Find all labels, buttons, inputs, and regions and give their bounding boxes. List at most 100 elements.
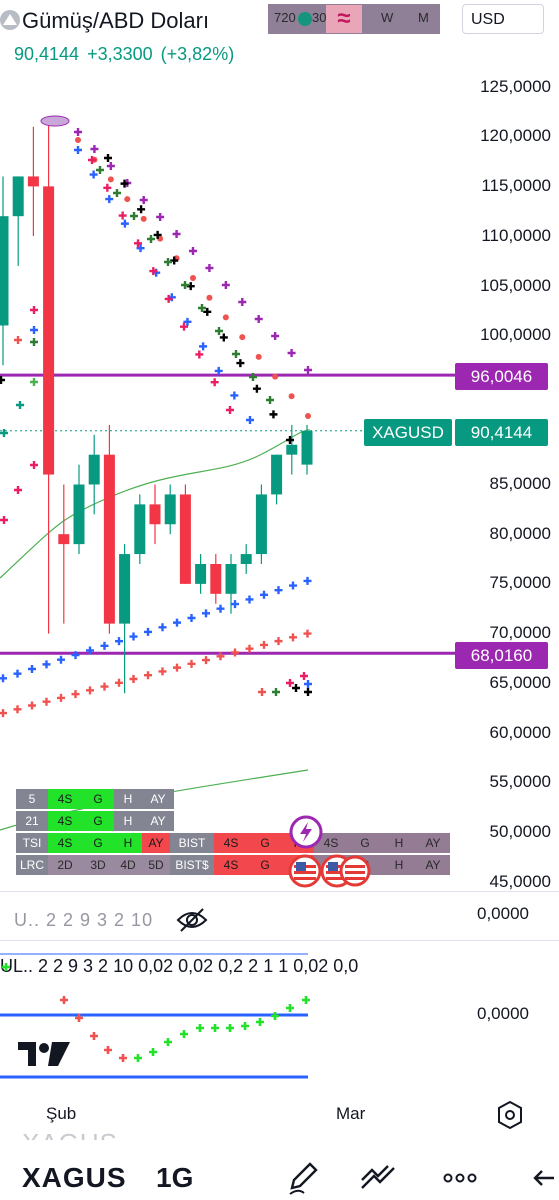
candle-body bbox=[103, 454, 115, 624]
support-marker bbox=[260, 640, 268, 649]
signal-dot bbox=[140, 215, 147, 222]
support-marker bbox=[231, 648, 239, 657]
trailing-stop-marker bbox=[195, 350, 204, 359]
silver-logo-icon bbox=[0, 10, 20, 30]
tf-week[interactable]: W bbox=[381, 10, 394, 25]
ticker-symbol[interactable]: XAGUS bbox=[22, 1162, 127, 1193]
trailing-stop-marker bbox=[210, 378, 219, 387]
settings-icon[interactable] bbox=[496, 1100, 524, 1130]
signal-table-cell: BIST$ bbox=[170, 855, 214, 875]
signal-table-cell: AY bbox=[142, 789, 174, 809]
axis-tick-label: 125,0000 bbox=[480, 77, 551, 96]
support-marker bbox=[173, 618, 181, 627]
signal-table-cell: H bbox=[114, 833, 142, 853]
tf-720[interactable]: 720 bbox=[274, 10, 296, 25]
support-marker bbox=[28, 701, 36, 710]
signal-table-cell: AY bbox=[142, 833, 170, 853]
trend-lines-icon[interactable] bbox=[358, 1160, 398, 1196]
support-marker bbox=[13, 669, 22, 678]
currency-button[interactable]: USD bbox=[462, 4, 544, 34]
trailing-stop-marker bbox=[236, 359, 245, 368]
signal-dot bbox=[239, 334, 246, 341]
tf-30[interactable]: 30 bbox=[312, 10, 327, 25]
trailing-stop-marker bbox=[137, 205, 146, 214]
trailing-stop-marker bbox=[230, 391, 239, 400]
support-marker bbox=[231, 600, 239, 609]
signal-dot bbox=[222, 314, 229, 321]
axis-tick-label: 80,0000 bbox=[489, 524, 551, 543]
support-marker bbox=[158, 667, 167, 676]
support-marker bbox=[13, 705, 22, 714]
trailing-stop-marker bbox=[254, 315, 263, 323]
signal-table-cell: AY bbox=[416, 833, 450, 853]
support-marker bbox=[260, 590, 268, 599]
signal-marker bbox=[30, 378, 38, 386]
trailing-stop-marker bbox=[139, 196, 148, 204]
more-icon[interactable] bbox=[440, 1160, 480, 1196]
signal-table-cell: G bbox=[348, 833, 382, 853]
eye-off-icon[interactable] bbox=[176, 906, 208, 934]
symbol-title[interactable]: Gümüş/ABD Doları bbox=[22, 6, 214, 36]
signal-table-cell: H bbox=[114, 811, 142, 831]
candle-body bbox=[88, 454, 100, 485]
support-marker bbox=[303, 576, 312, 585]
support-marker bbox=[144, 627, 152, 636]
signal-marker bbox=[258, 688, 266, 696]
candle-body bbox=[195, 564, 207, 584]
oscillator-marker bbox=[90, 1032, 98, 1040]
support-marker bbox=[42, 660, 51, 669]
bottom-toolbar bbox=[0, 1140, 559, 1200]
support-marker bbox=[173, 663, 181, 672]
signal-marker bbox=[286, 679, 294, 687]
support-marker bbox=[129, 674, 138, 683]
oscillator-marker bbox=[164, 1038, 172, 1046]
indicator2-chart[interactable] bbox=[0, 940, 559, 1090]
candle-body bbox=[58, 534, 70, 545]
oscillator-marker bbox=[149, 1048, 157, 1056]
pencil-icon[interactable] bbox=[284, 1160, 324, 1196]
trailing-stop-marker bbox=[266, 396, 274, 404]
support-marker bbox=[71, 651, 80, 660]
indicator2-upper-band bbox=[0, 953, 308, 955]
trailing-stop-marker bbox=[120, 179, 129, 188]
price-chart[interactable] bbox=[0, 0, 559, 890]
trailing-stop-marker bbox=[287, 349, 296, 357]
candle-body bbox=[43, 186, 55, 475]
oscillator-marker bbox=[180, 1030, 188, 1038]
last-price: 90,4144 bbox=[14, 44, 80, 64]
trailing-stop-marker bbox=[271, 332, 280, 340]
axis-tick-label: 100,0000 bbox=[480, 325, 551, 344]
approx-icon[interactable]: ≈ bbox=[326, 5, 362, 33]
timeframe-selector[interactable]: 1G bbox=[156, 1162, 194, 1193]
signal-table-cell: 5D bbox=[142, 855, 170, 875]
support-marker bbox=[289, 633, 297, 642]
price-change-pct: (+3,82%) bbox=[160, 44, 235, 64]
candle-body bbox=[240, 554, 252, 564]
support-marker bbox=[100, 682, 109, 691]
axis-tick-label: 120,0000 bbox=[480, 126, 551, 145]
indicator2-legend[interactable]: UL.. 2 2 9 3 2 10 0,02 0,02 0,2 2 1 1 0,… bbox=[0, 956, 359, 976]
tf-month[interactable]: M bbox=[418, 10, 429, 25]
signal-table-cell: 4S bbox=[214, 833, 248, 853]
signal-dot bbox=[255, 353, 262, 360]
trailing-stop-marker bbox=[120, 219, 129, 228]
trailing-stop-marker bbox=[118, 211, 127, 220]
symbol-price-tag: XAGUSD bbox=[364, 419, 452, 446]
pane-separator-1[interactable] bbox=[0, 891, 559, 892]
candle-body bbox=[12, 176, 24, 217]
indicator1-legend[interactable]: U.. 2 2 9 3 2 10 bbox=[14, 910, 154, 930]
trailing-stop-marker bbox=[304, 366, 312, 374]
support-marker bbox=[86, 646, 94, 655]
us-flag-icon bbox=[288, 854, 371, 888]
oscillator-marker bbox=[211, 1024, 219, 1032]
tradingview-logo-icon bbox=[18, 1042, 70, 1066]
date-label-feb: Şub bbox=[46, 1104, 77, 1123]
axis-tick-label: 60,0000 bbox=[489, 723, 551, 742]
support-marker bbox=[187, 613, 196, 622]
pane-separator-2[interactable] bbox=[0, 940, 559, 941]
signal-table-cell: G bbox=[82, 833, 114, 853]
oscillator-marker bbox=[241, 1022, 249, 1030]
flash-icon[interactable] bbox=[289, 815, 323, 849]
trailing-stop-marker bbox=[246, 416, 254, 424]
back-icon[interactable] bbox=[528, 1160, 559, 1196]
